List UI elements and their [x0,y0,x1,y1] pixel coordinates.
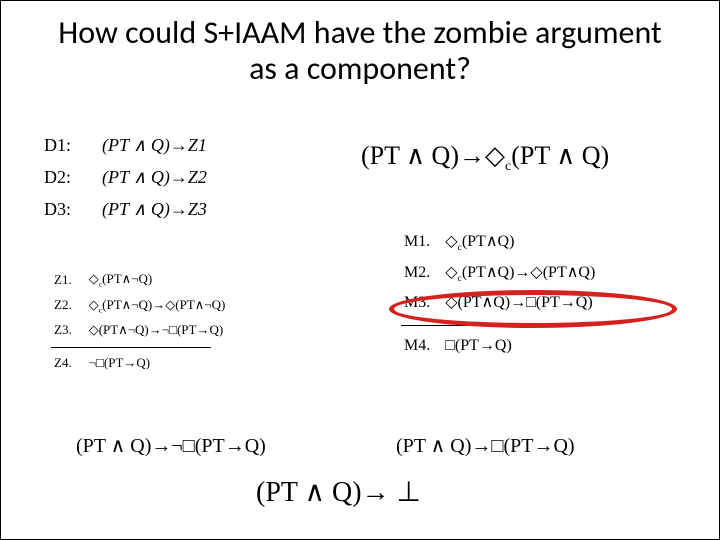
slide-title: How could S+IAAM have the zombie argumen… [1,1,719,93]
d-row: D3:(PT ∧ Q)→Z3 [43,195,208,225]
z-conc-label: Z4. [53,352,86,374]
bottom-left-formula: (PT ∧ Q)→¬□(PT→Q) [76,431,266,462]
z-row: Z2.◇c(PT∧¬Q)→◇(PT∧¬Q) [53,294,226,318]
d-expr: (PT ∧ Q)→Z3 [101,195,208,225]
slide: { "title": "How could S+IAAM have the zo… [0,0,720,540]
d-label: D2: [43,163,99,193]
z-expr: ◇c(PT∧¬Q) [88,268,227,292]
m-row: M3.◇(PT∧Q)→□(PT→Q) [403,289,596,317]
m-conc-expr: □(PT→Q) [444,332,513,360]
d-expr: (PT ∧ Q)→Z1 [101,131,208,161]
m-table: M1.◇c(PT∧Q)M2.◇c(PT∧Q)→◇(PT∧Q)M3.◇(PT∧Q)… [401,226,598,319]
tr-lhs: (PT ∧ Q)→◇ [361,141,505,170]
z-table: Z1.◇c(PT∧¬Q)Z2.◇c(PT∧¬Q)→◇(PT∧¬Q)Z3.◇(PT… [51,266,228,343]
z-rule [51,347,211,348]
z-row: Z3.◇(PT∧¬Q)→¬□(PT→Q) [53,319,226,341]
m-row: M2.◇c(PT∧Q)→◇(PT∧Q) [403,259,596,288]
d-table: D1:(PT ∧ Q)→Z1D2:(PT ∧ Q)→Z2D3:(PT ∧ Q)→… [41,129,210,227]
z-expr: ◇(PT∧¬Q)→¬□(PT→Q) [88,319,227,341]
z-row: Z1.◇c(PT∧¬Q) [53,268,226,292]
z-block: Z1.◇c(PT∧¬Q)Z2.◇c(PT∧¬Q)→◇(PT∧¬Q)Z3.◇(PT… [51,266,228,377]
m-label: M1. [403,228,442,257]
bottom-right-formula: (PT ∧ Q)→□(PT→Q) [396,431,575,462]
d-row: D1:(PT ∧ Q)→Z1 [43,131,208,161]
z-conc-table: Z4. ¬□(PT→Q) [51,350,153,376]
tr-rhs: (PT ∧ Q) [511,141,609,170]
d-label: D3: [43,195,99,225]
m-expr: ◇c(PT∧Q)→◇(PT∧Q) [444,259,596,288]
m-conc-label: M4. [403,332,442,360]
z-expr: ◇c(PT∧¬Q)→◇(PT∧¬Q) [88,294,227,318]
z-label: Z2. [53,294,86,318]
m-conc-table: M4. □(PT→Q) [401,330,515,362]
d-expr: (PT ∧ Q)→Z2 [101,163,208,193]
d-label: D1: [43,131,99,161]
m-block: M1.◇c(PT∧Q)M2.◇c(PT∧Q)→◇(PT∧Q)M3.◇(PT∧Q)… [401,226,598,361]
d-row: D2:(PT ∧ Q)→Z2 [43,163,208,193]
z-conc-expr: ¬□(PT→Q) [88,352,151,374]
top-right-formula: (PT ∧ Q)→◇c(PT ∧ Q) [361,136,609,178]
m-rule [401,325,571,326]
m-row: M1.◇c(PT∧Q) [403,228,596,257]
m-expr: ◇c(PT∧Q) [444,228,596,257]
z-label: Z1. [53,268,86,292]
z-label: Z3. [53,319,86,341]
d-block: D1:(PT ∧ Q)→Z1D2:(PT ∧ Q)→Z2D3:(PT ∧ Q)→… [41,129,210,227]
m-label: M3. [403,289,442,317]
m-expr: ◇(PT∧Q)→□(PT→Q) [444,289,596,317]
m-label: M2. [403,259,442,288]
final-formula: (PT ∧ Q)→ ⊥ [256,471,421,514]
